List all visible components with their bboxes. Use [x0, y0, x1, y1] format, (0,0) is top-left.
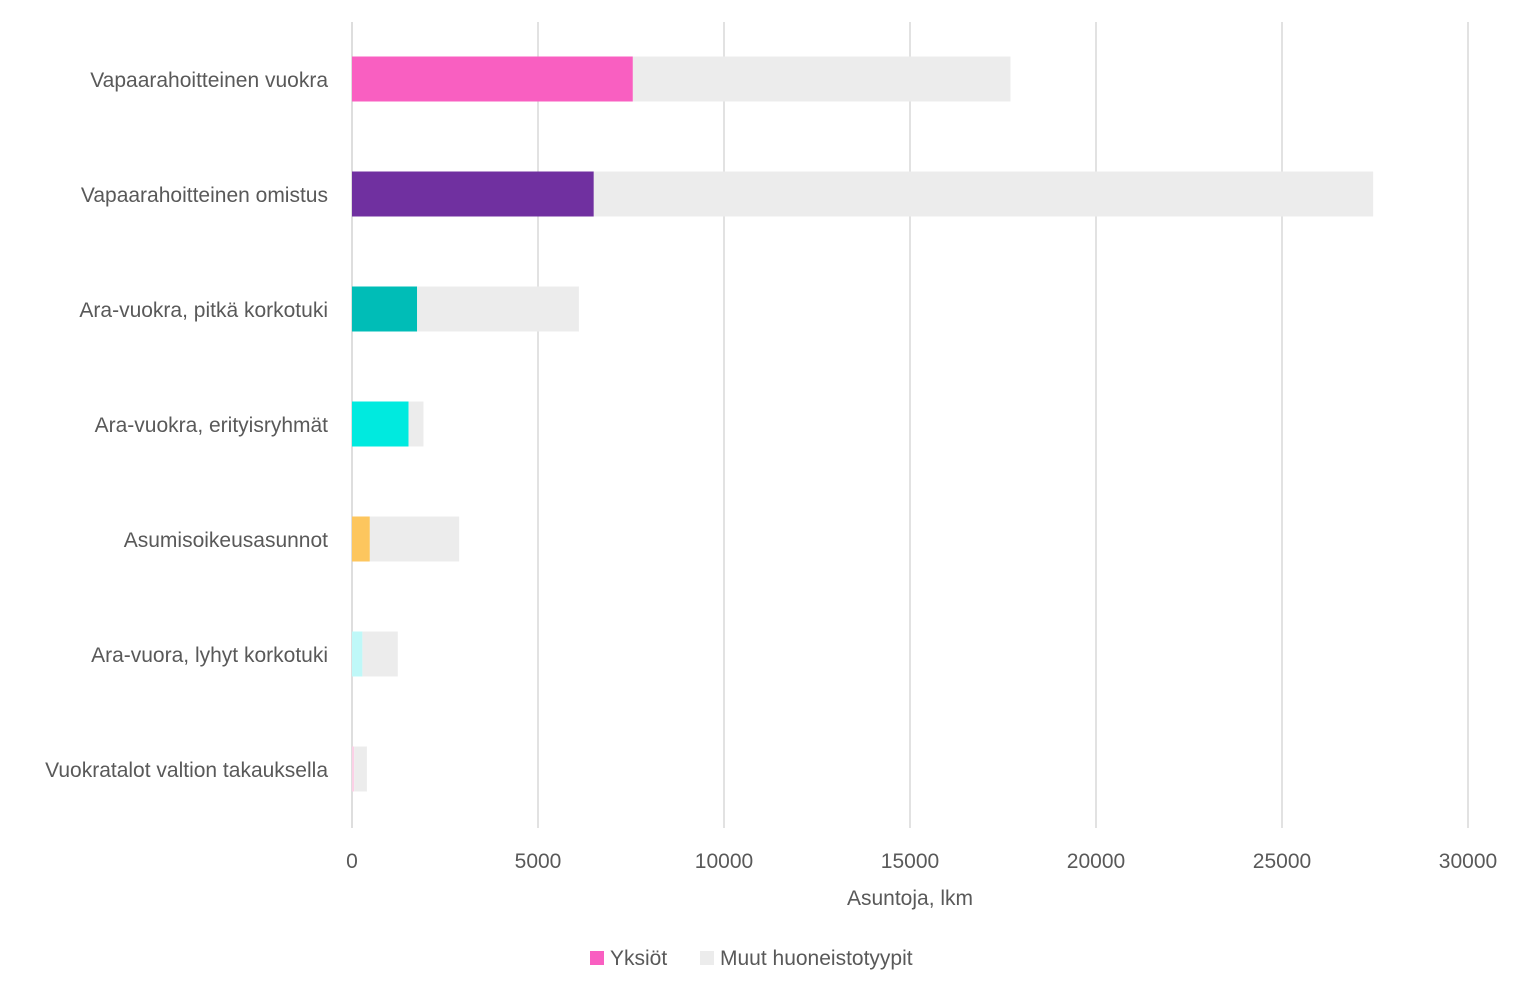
x-tick-label: 30000 — [1439, 850, 1497, 873]
bar-segment-yksiot — [352, 631, 363, 677]
category-label: Vuokratalot valtion takauksella — [45, 759, 328, 782]
category-label: Ara-vuokra, erityisryhmät — [95, 414, 329, 437]
bar-segment-muut — [362, 631, 398, 677]
bar-segment-muut — [369, 516, 460, 562]
category-label: Ara-vuokra, pitkä korkotuki — [79, 299, 328, 322]
bar-segment-muut — [408, 401, 424, 447]
legend: Yksiöt Muut huoneistotyypit — [590, 947, 913, 970]
x-axis-title: Asuntoja, lkm — [847, 887, 973, 910]
bar-segment-muut — [632, 56, 1011, 102]
category-label: Asumisoikeusasunnot — [124, 529, 328, 552]
bar-segment-yksiot — [352, 401, 409, 447]
category-label: Vapaarahoitteinen vuokra — [90, 69, 328, 92]
category-labels: Vapaarahoitteinen vuokra Vapaarahoitteine… — [45, 69, 328, 782]
x-tick-label: 5000 — [515, 850, 562, 873]
bars — [352, 56, 1374, 792]
legend-label: Muut huoneistotyypit — [720, 947, 913, 970]
x-tick-label: 10000 — [695, 850, 753, 873]
bar-segment-yksiot — [352, 516, 370, 562]
legend-swatch-muut — [700, 951, 714, 965]
x-tick-label: 25000 — [1253, 850, 1311, 873]
bar-segment-yksiot — [352, 56, 633, 102]
gridlines — [351, 22, 1469, 828]
category-label: Vapaarahoitteinen omistus — [81, 184, 328, 207]
bar-segment-yksiot — [352, 286, 418, 332]
legend-swatch-yksiot — [590, 951, 604, 965]
x-tick-label: 15000 — [881, 850, 939, 873]
bar-segment-muut — [417, 286, 579, 332]
x-tick-labels: 0 5000 10000 15000 20000 25000 30000 — [346, 850, 1497, 873]
legend-label: Yksiöt — [610, 947, 667, 970]
x-tick-label: 20000 — [1067, 850, 1125, 873]
bar-segment-yksiot — [352, 171, 594, 217]
category-label: Ara-vuora, lyhyt korkotuki — [91, 644, 328, 667]
bar-segment-muut — [593, 171, 1374, 217]
bar-segment-muut — [354, 746, 367, 792]
bar-segment-yksiot — [352, 746, 355, 792]
x-tick-label: 0 — [346, 850, 358, 873]
